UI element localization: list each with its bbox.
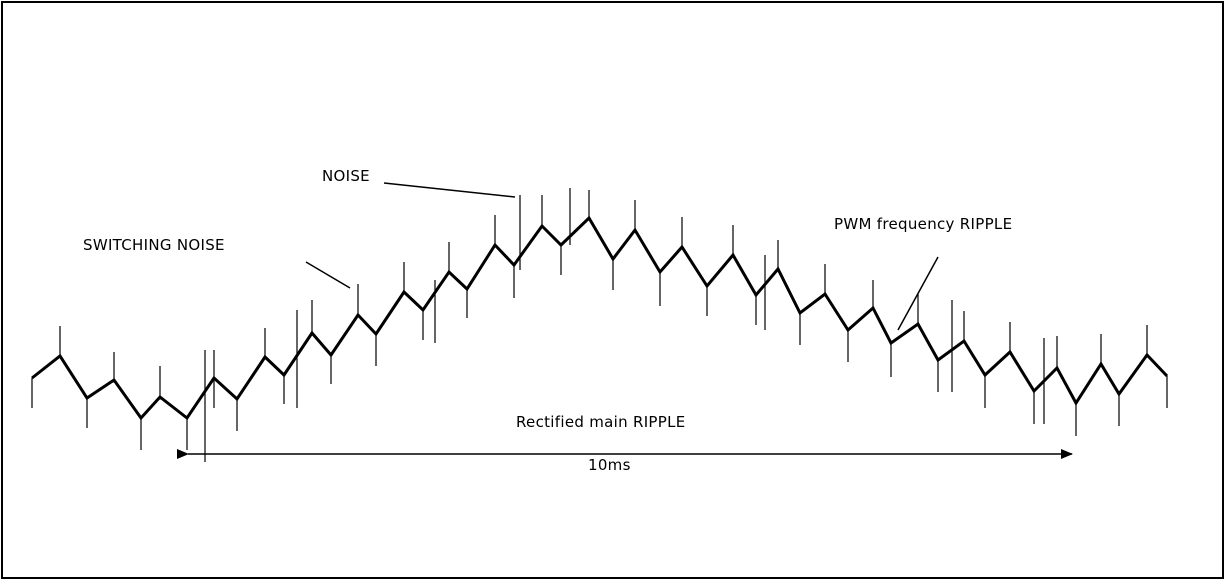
pwm-ripple-label: PWM frequency RIPPLE [834,215,1012,233]
noise-label: NOISE [322,167,370,185]
noise-spikes [31,188,1168,462]
rectified-ripple-label: Rectified main RIPPLE [516,413,686,431]
pwm-ripple-pointer-line [897,256,939,331]
switching-noise-pointer-line [305,261,351,289]
period-label: 10ms [588,456,631,474]
switching-noise-label: SWITCHING NOISE [83,236,225,254]
noise-pointer-line [383,182,516,198]
